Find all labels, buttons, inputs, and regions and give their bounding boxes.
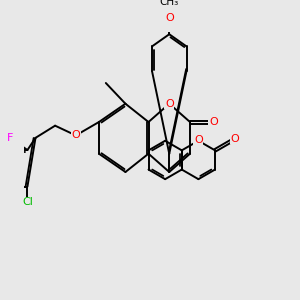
Text: O: O	[231, 134, 239, 144]
Text: O: O	[165, 14, 174, 23]
Text: O: O	[209, 117, 218, 127]
Text: O: O	[165, 99, 174, 109]
Text: Cl: Cl	[22, 197, 33, 208]
Text: CH₃: CH₃	[160, 0, 179, 8]
Text: O: O	[194, 136, 203, 146]
Text: O: O	[71, 130, 80, 140]
Text: F: F	[7, 133, 13, 143]
